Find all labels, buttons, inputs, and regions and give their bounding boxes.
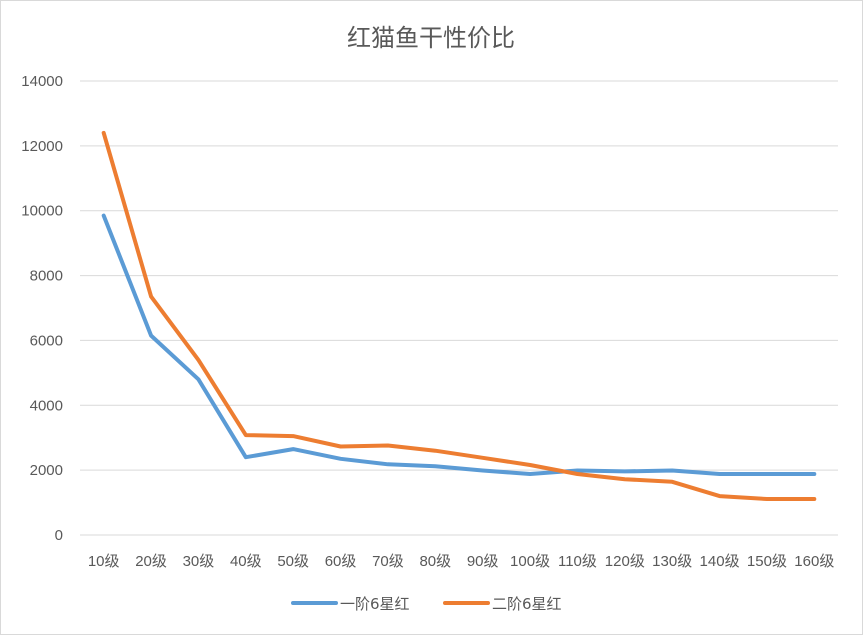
x-tick-label: 130级 — [652, 553, 692, 570]
x-axis-ticks: 10级 20级 30级 40级 50级 60级 70级 80级 90级 100级 110级 120级 1… — [88, 553, 834, 570]
x-tick-label: 110级 — [558, 553, 597, 570]
x-tick-label: 150级 — [747, 553, 787, 570]
x-tick-label: 90级 — [467, 553, 499, 570]
y-tick-label: 14000 — [21, 73, 63, 90]
gridlines — [80, 80, 838, 536]
legend: 一阶6星红 二阶6星红 — [291, 595, 562, 613]
x-tick-label: 20级 — [135, 553, 167, 570]
y-tick-label: 10000 — [21, 203, 63, 220]
series-lines — [101, 130, 817, 501]
x-tick-label: 140级 — [700, 553, 740, 570]
y-axis-ticks: 0 2000 4000 6000 8000 10000 12000 14000 — [21, 73, 63, 544]
x-tick-label: 100级 — [510, 553, 550, 570]
chart-title: 红猫鱼干性价比 — [347, 24, 515, 52]
x-tick-label: 30级 — [183, 553, 215, 570]
x-tick-label: 80级 — [419, 553, 451, 570]
x-tick-label: 60级 — [325, 553, 357, 570]
x-tick-label: 40级 — [230, 553, 262, 570]
x-tick-label: 70级 — [372, 553, 404, 570]
y-tick-label: 0 — [55, 527, 63, 544]
y-tick-label: 4000 — [30, 397, 63, 414]
series-line-1 — [101, 213, 817, 476]
legend-label: 二阶6星红 — [492, 595, 562, 613]
x-tick-label: 10级 — [88, 553, 120, 570]
x-tick-label: 120级 — [605, 553, 645, 570]
y-tick-label: 12000 — [21, 138, 63, 155]
x-tick-label: 160级 — [794, 553, 834, 570]
x-tick-label: 50级 — [277, 553, 309, 570]
legend-label: 一阶6星红 — [340, 595, 410, 613]
y-tick-label: 6000 — [30, 332, 63, 349]
y-tick-label: 2000 — [30, 462, 63, 479]
series-line-2 — [101, 130, 817, 501]
y-tick-label: 8000 — [30, 268, 63, 285]
